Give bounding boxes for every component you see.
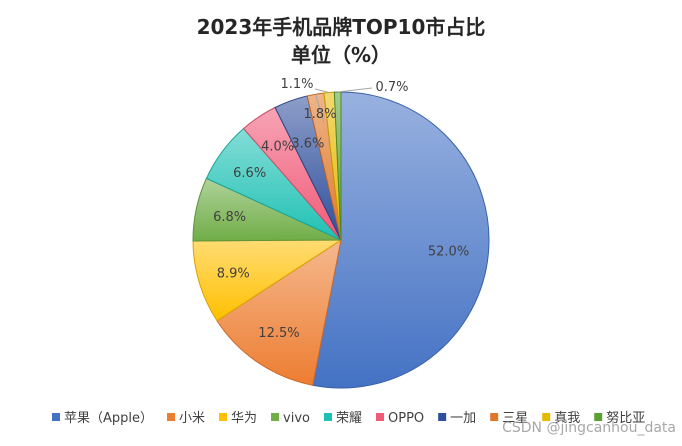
watermark-text: CSDN @jingcanhou_data: [502, 420, 676, 436]
leader-line-samsung: [315, 94, 325, 124]
legend-label-vivo: vivo: [283, 411, 310, 426]
data-label-vivo: 6.8%: [213, 210, 246, 225]
legend-label-oppo: OPPO: [388, 411, 424, 426]
leader-lines: [314, 87, 373, 124]
legend-swatch-oneplus: [438, 413, 447, 421]
legend-swatch-vivo: [271, 413, 280, 421]
data-labels: 52.0% 12.5% 8.9% 6.8% 6.6% 4.0%3.6% 1.8% 1.1% 0.…: [213, 77, 469, 341]
pie-slices: [192, 91, 490, 389]
legend-swatch-nubia: [594, 413, 603, 421]
legend-label-apple: 苹果（Apple）: [64, 411, 153, 426]
legend-swatch-xiaomi: [167, 413, 176, 421]
legend-label-honor: 荣耀: [336, 411, 362, 426]
data-label-nubia: 0.7%: [375, 80, 408, 95]
leader-line-realme: [314, 88, 330, 93]
legend-swatch-realme: [542, 413, 551, 421]
legend-swatch-oppo: [376, 413, 385, 421]
legend-label-realme: 真我: [554, 411, 580, 426]
legend-label-xiaomi: 小米: [179, 411, 205, 426]
leader-line-nubia: [337, 87, 373, 93]
legend-swatch-apple: [52, 413, 60, 421]
data-label-realme: 1.1%: [280, 77, 313, 92]
data-label-apple: 52.0%: [428, 244, 469, 259]
legend-label-oneplus: 一加: [450, 411, 476, 426]
legend-swatch-honor: [324, 413, 332, 421]
data-label-honor: 6.6%: [233, 166, 266, 181]
legend-label-huawei: 华为: [231, 411, 257, 426]
chart-title-line-2: 单位（%）: [291, 43, 391, 67]
legend: 苹果（Apple） 小米 华为 vivo 荣耀 OPPO 一加 三星 真我 努比亚: [52, 411, 645, 426]
legend-label-samsung: 三星: [502, 411, 528, 426]
pie-slice-apple: [312, 91, 490, 389]
data-label-oppo: 4.0%: [261, 139, 294, 154]
data-label-oneplus: 3.6%: [291, 137, 324, 152]
legend-swatch-samsung: [490, 413, 499, 421]
chart-title: 2023年手机品牌TOP10市占比 单位（%）: [197, 15, 486, 67]
data-label-huawei: 8.9%: [217, 266, 250, 281]
chart-title-line-1: 2023年手机品牌TOP10市占比: [197, 15, 486, 39]
pie-slice-huawei: [192, 239, 343, 322]
pie-slice-xiaomi: [216, 238, 342, 386]
legend-label-nubia: 努比亚: [606, 411, 645, 426]
data-label-xiaomi: 12.5%: [258, 326, 299, 341]
legend-swatch-huawei: [219, 413, 228, 421]
data-label-samsung: 1.8%: [303, 107, 336, 122]
